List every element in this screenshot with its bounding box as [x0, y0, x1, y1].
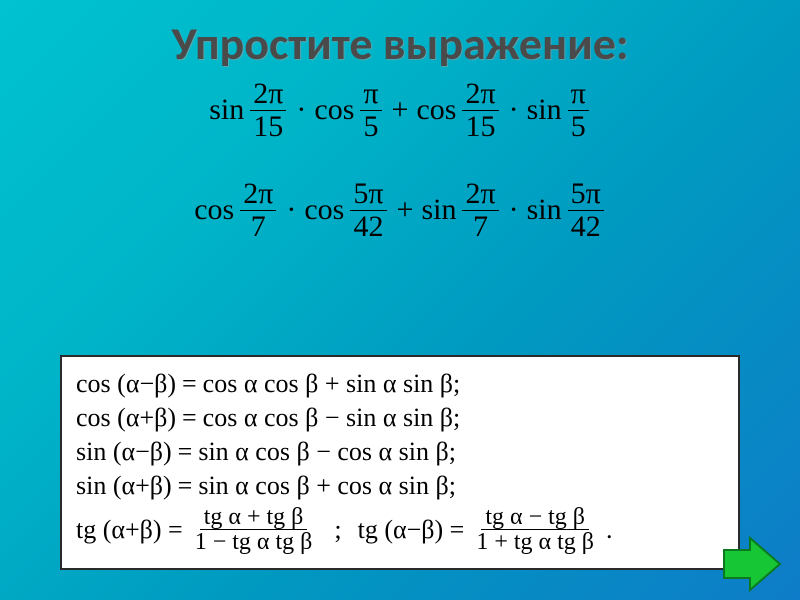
- cos-fn: cos: [314, 95, 354, 125]
- equals: =: [182, 369, 197, 399]
- operator: +: [397, 195, 414, 225]
- sin-fn: sin: [421, 195, 456, 225]
- operator: ·: [286, 195, 296, 225]
- formula-rhs: sin α cos β − cos α sin β;: [198, 437, 456, 467]
- formula-lhs: cos (α−β): [76, 369, 176, 399]
- fraction: 5π42: [350, 178, 386, 242]
- formula-lhs: sin (α+β): [76, 471, 172, 501]
- formula-line-1: cos (α+β)=cos α cos β − sin α sin β;: [76, 403, 724, 433]
- fraction: π5: [568, 78, 589, 142]
- formula-box: cos (α−β)=cos α cos β + sin α sin β;cos …: [60, 355, 740, 570]
- operator: ·: [509, 195, 519, 225]
- formula-line-0: cos (α−β)=cos α cos β + sin α sin β;: [76, 369, 724, 399]
- formula-rhs: cos α cos β − sin α sin β;: [203, 403, 461, 433]
- tg-plus-lhs: tg (α+β) =: [76, 515, 183, 545]
- equals: =: [178, 437, 193, 467]
- fraction: 2π7: [240, 178, 276, 242]
- operator: ·: [296, 95, 306, 125]
- operator: ·: [509, 95, 519, 125]
- formula-line-3: sin (α+β)=sin α cos β + cos α sin β;: [76, 471, 724, 501]
- fraction: π5: [360, 78, 381, 142]
- formula-rhs: cos α cos β + sin α sin β;: [203, 369, 461, 399]
- page-title: Упростите выражение:: [40, 16, 760, 72]
- sin-fn: sin: [527, 195, 562, 225]
- fraction: 2π7: [462, 178, 498, 242]
- equals: =: [178, 471, 193, 501]
- slide: Упростите выражение: sin2π15·cosπ5+cos2π…: [0, 0, 800, 600]
- formula-line-2: sin (α−β)=sin α cos β − cos α sin β;: [76, 437, 724, 467]
- next-arrow[interactable]: [722, 536, 782, 592]
- tg-minus-frac: tg α − tg β 1 + tg α tg β: [472, 505, 598, 554]
- tg-minus-lhs: tg (α−β) =: [358, 515, 465, 545]
- tg-tail: .: [606, 515, 613, 545]
- operator: +: [392, 95, 409, 125]
- fraction: 2π15: [462, 78, 498, 142]
- expression-1: sin2π15·cosπ5+cos2π15·sinπ5: [40, 78, 760, 142]
- formula-tg-row: tg (α+β) = tg α + tg β 1 − tg α tg β ; t…: [76, 505, 724, 554]
- expression-2: cos2π7·cos5π42+sin2π7·sin5π42: [40, 178, 760, 242]
- fraction: 2π15: [250, 78, 286, 142]
- tg-sep: ;: [334, 515, 341, 545]
- sin-fn: sin: [209, 95, 244, 125]
- tg-plus-frac: tg α + tg β 1 − tg α tg β: [191, 505, 317, 554]
- sin-fn: sin: [527, 95, 562, 125]
- fraction: 5π42: [568, 178, 604, 242]
- cos-fn: cos: [416, 95, 456, 125]
- cos-fn: cos: [194, 195, 234, 225]
- formula-lhs: sin (α−β): [76, 437, 172, 467]
- equals: =: [182, 403, 197, 433]
- formula-rhs: sin α cos β + cos α sin β;: [198, 471, 456, 501]
- cos-fn: cos: [304, 195, 344, 225]
- arrow-right-icon: [722, 536, 782, 592]
- formula-lhs: cos (α+β): [76, 403, 176, 433]
